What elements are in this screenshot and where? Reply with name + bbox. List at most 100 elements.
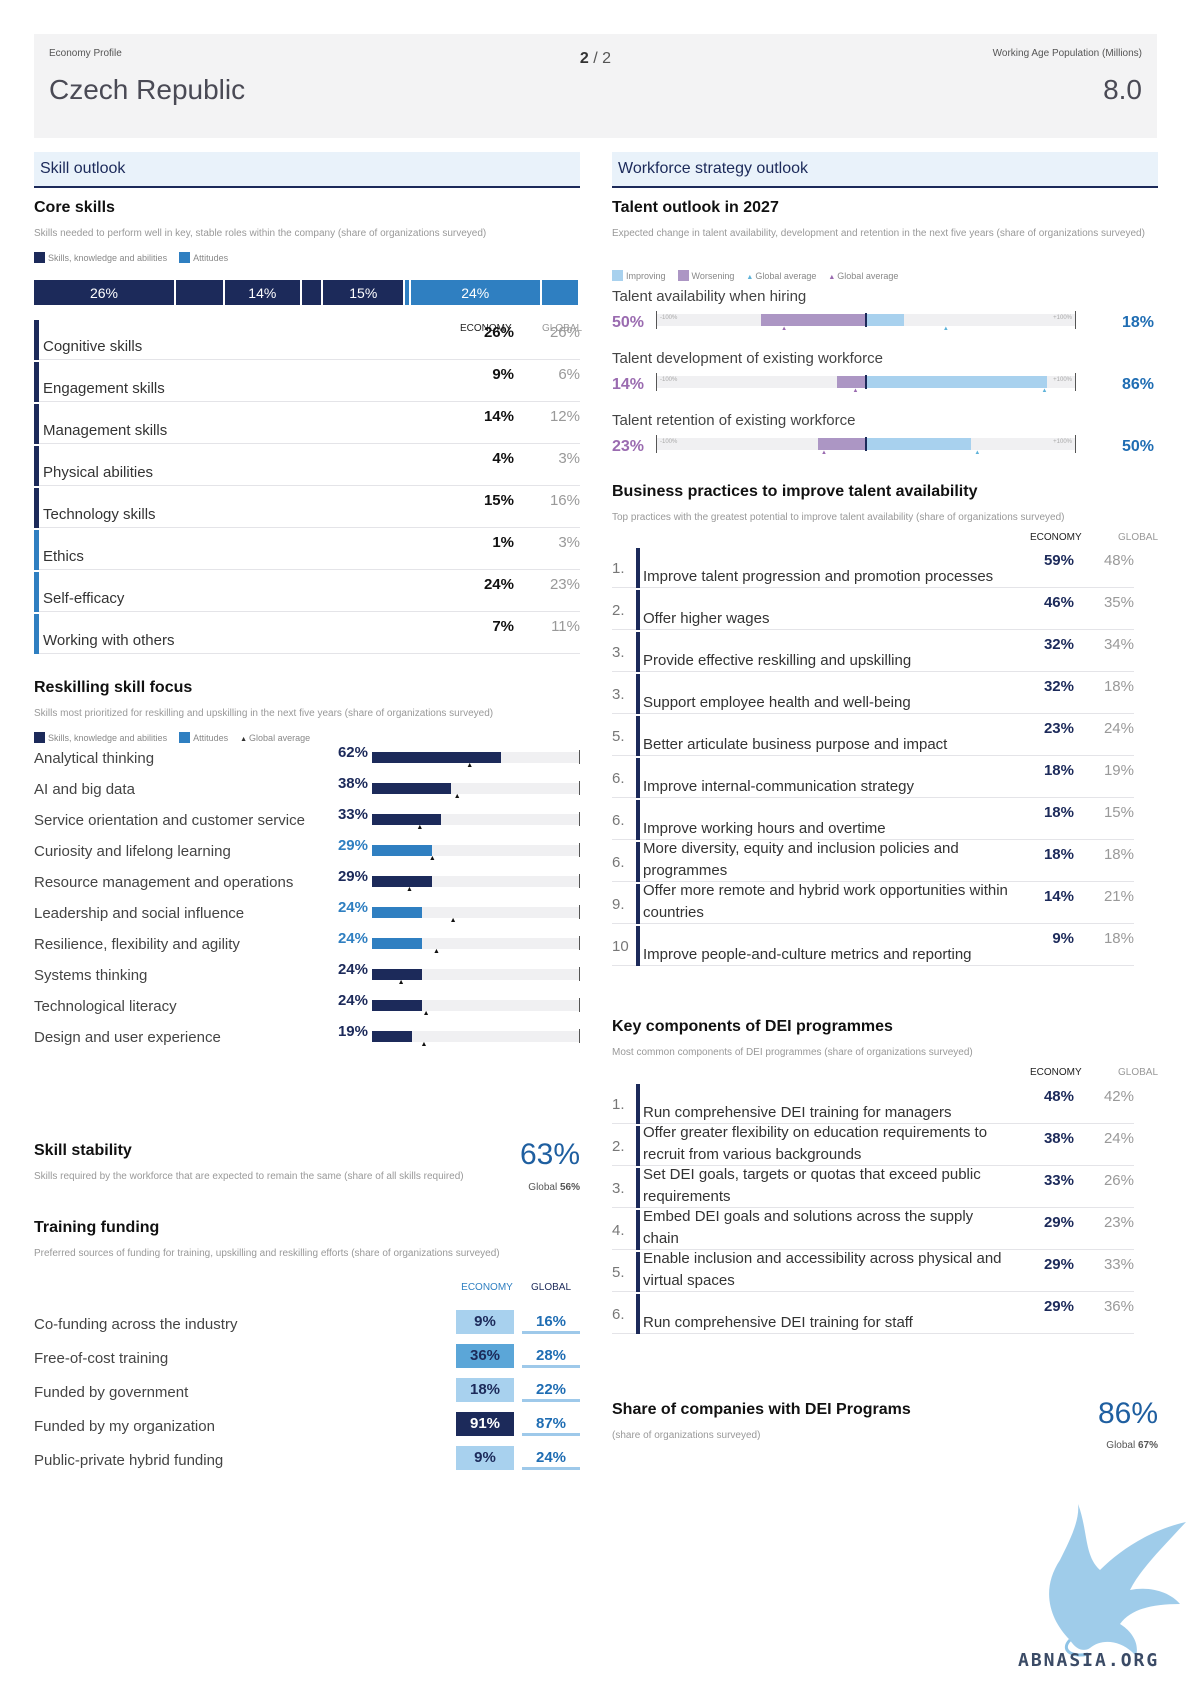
row-accent-bar	[636, 674, 640, 714]
skill-outlook-column: Skill outlook Core skills Skills needed …	[34, 152, 582, 1470]
funding-row: Co-funding across the industry 9% 16%	[34, 1306, 580, 1342]
core-skill-row: Ethics 1% 3%	[34, 528, 580, 570]
core-skills-segment	[175, 280, 226, 305]
training-funding-title: Training funding	[34, 1219, 160, 1236]
track-end-tick	[579, 812, 580, 826]
talent-outlook-row: Talent availability when hiring 50% 18% -10…	[612, 288, 1158, 350]
talent-zero-line	[865, 313, 867, 327]
business-practice-name: Improve talent progression and promotion…	[643, 568, 994, 585]
reskilling-value-label: 62%	[337, 744, 368, 761]
global-average-marker: ▲	[405, 886, 413, 893]
track-end-tick	[579, 936, 580, 950]
business-practice-rank: 6.	[612, 854, 625, 871]
dei-component-economy: 29%	[1043, 1214, 1074, 1231]
talent-worsening-bar	[817, 438, 866, 450]
reskilling-bar	[372, 814, 441, 825]
core-skill-name: Technology skills	[43, 506, 156, 523]
dei-component-row: 4. Embed DEI goals and solutions across t…	[612, 1208, 1134, 1250]
griffin-logo-icon	[1049, 1504, 1186, 1657]
dei-col-economy: ECONOMY	[1030, 1067, 1082, 1078]
reskilling-legend: Skills, knowledge and abilities Attitude…	[34, 732, 310, 743]
dei-component-global: 23%	[1103, 1214, 1134, 1231]
economy-profile-eyebrow: Economy Profile	[49, 48, 122, 59]
triangle-marker-icon: ▲	[828, 273, 836, 281]
reskilling-row: AI and big data 38% ▲	[34, 773, 580, 806]
dei-component-row: 3. Set DEI goals, targets or quotas that …	[612, 1166, 1134, 1208]
funding-economy-value: 18%	[456, 1378, 514, 1402]
core-skill-name: Ethics	[43, 548, 84, 565]
business-practice-name: Offer higher wages	[643, 610, 770, 627]
row-accent-bar	[34, 614, 39, 654]
reskilling-bar	[372, 907, 422, 918]
core-skills-title: Core skills	[34, 199, 115, 216]
talent-zero-line	[865, 375, 867, 389]
row-accent-bar	[636, 800, 640, 840]
core-skill-row: Self-efficacy 24% 23%	[34, 570, 580, 612]
legend-worsening-swatch	[677, 270, 689, 281]
reskilling-value-label: 29%	[337, 837, 368, 854]
reskilling-row: Technological literacy 24% ▲	[34, 990, 580, 1023]
reskilling-skill-name: Service orientation and customer service	[34, 812, 305, 829]
core-skill-row: Engagement skills 9% 6%	[34, 360, 580, 402]
reskilling-skill-name: Resource management and operations	[34, 874, 294, 891]
core-skills-stacked-bar: 26% 14% 15% 24%	[34, 280, 580, 305]
dei-component-rank: 1.	[612, 1096, 625, 1113]
triangle-marker-icon: ▲	[746, 273, 754, 281]
business-practice-global: 18%	[1103, 930, 1134, 947]
legend-attitudes-swatch	[179, 732, 191, 743]
core-skill-global: 26%	[549, 324, 580, 341]
business-practice-global: 18%	[1103, 846, 1134, 863]
funding-global-value: 16%	[522, 1310, 580, 1334]
business-practice-row: 2. Offer higher wages 46% 35%	[612, 588, 1134, 630]
track-left-tick	[656, 435, 657, 453]
business-practice-economy: 32%	[1043, 636, 1074, 653]
funding-row: Funded by my organization 91% 87%	[34, 1408, 580, 1444]
legend-attitudes: Attitudes	[179, 252, 228, 263]
reskilling-skill-name: Design and user experience	[34, 1029, 221, 1046]
core-skill-global: 16%	[549, 492, 580, 509]
talent-bar-track: -100% +100% ▲ ▲	[656, 373, 1076, 394]
dei-component-row: 1. Run comprehensive DEI training for man…	[612, 1082, 1134, 1124]
profile-header: Economy Profile Czech Republic 2 / 2 Wor…	[34, 34, 1157, 138]
business-practice-name: Offer more remote and hybrid work opport…	[643, 882, 1008, 921]
business-practice-economy: 18%	[1043, 846, 1074, 863]
core-skills-segment: 14%	[225, 280, 302, 305]
business-practice-global: 24%	[1103, 720, 1134, 737]
reskilling-skill-name: Technological literacy	[34, 998, 177, 1015]
talent-worsening-bar	[761, 314, 866, 326]
legend-skills: Skills, knowledge and abilities	[34, 732, 167, 743]
business-practice-economy: 23%	[1043, 720, 1074, 737]
core-skills-segment: 26%	[34, 280, 176, 305]
row-accent-bar	[636, 716, 640, 756]
legend-improving: Improving	[612, 270, 666, 281]
funding-col-economy: ECONOMY	[461, 1282, 513, 1293]
business-practice-row: 10 Improve people-and-culture metrics and…	[612, 924, 1134, 966]
reskilling-row: Leadership and social influence 24% ▲	[34, 897, 580, 930]
talent-worsening-value: 23%	[612, 438, 645, 455]
business-practice-global: 35%	[1103, 594, 1134, 611]
talent-outlook-row: Talent development of existing workforce…	[612, 350, 1158, 412]
talent-worsening-value: 50%	[612, 314, 645, 331]
business-practice-row: 3. Support employee health and well-being…	[612, 672, 1134, 714]
reskilling-value-label: 24%	[337, 930, 368, 947]
business-practice-name: Support employee health and well-being	[643, 694, 911, 711]
reskilling-bar	[372, 969, 422, 980]
core-skill-economy: 7%	[492, 618, 514, 635]
business-practice-rank: 6.	[612, 812, 625, 829]
reskilling-value-label: 24%	[337, 899, 368, 916]
talent-outlook-title: Talent outlook in 2027	[612, 199, 779, 216]
reskilling-bar	[372, 1000, 422, 1011]
track-right-caption: +100%	[1053, 315, 1072, 321]
track-end-tick	[579, 874, 580, 888]
core-skill-economy: 1%	[492, 534, 514, 551]
track-left-caption: -100%	[660, 377, 678, 383]
talent-improving-bar	[866, 314, 904, 326]
country-title: Czech Republic	[49, 74, 246, 105]
core-skill-global: 3%	[558, 534, 580, 551]
legend-global-average-worsening: ▲ Global average	[828, 270, 899, 281]
reskilling-value-label: 38%	[337, 775, 368, 792]
dei-share-global: Global 67%	[1106, 1440, 1158, 1451]
business-practice-economy: 46%	[1043, 594, 1074, 611]
business-practice-row: 6. Improve internal-communication strateg…	[612, 756, 1134, 798]
watermark-text: ABNASIA.ORG	[1018, 1650, 1160, 1671]
